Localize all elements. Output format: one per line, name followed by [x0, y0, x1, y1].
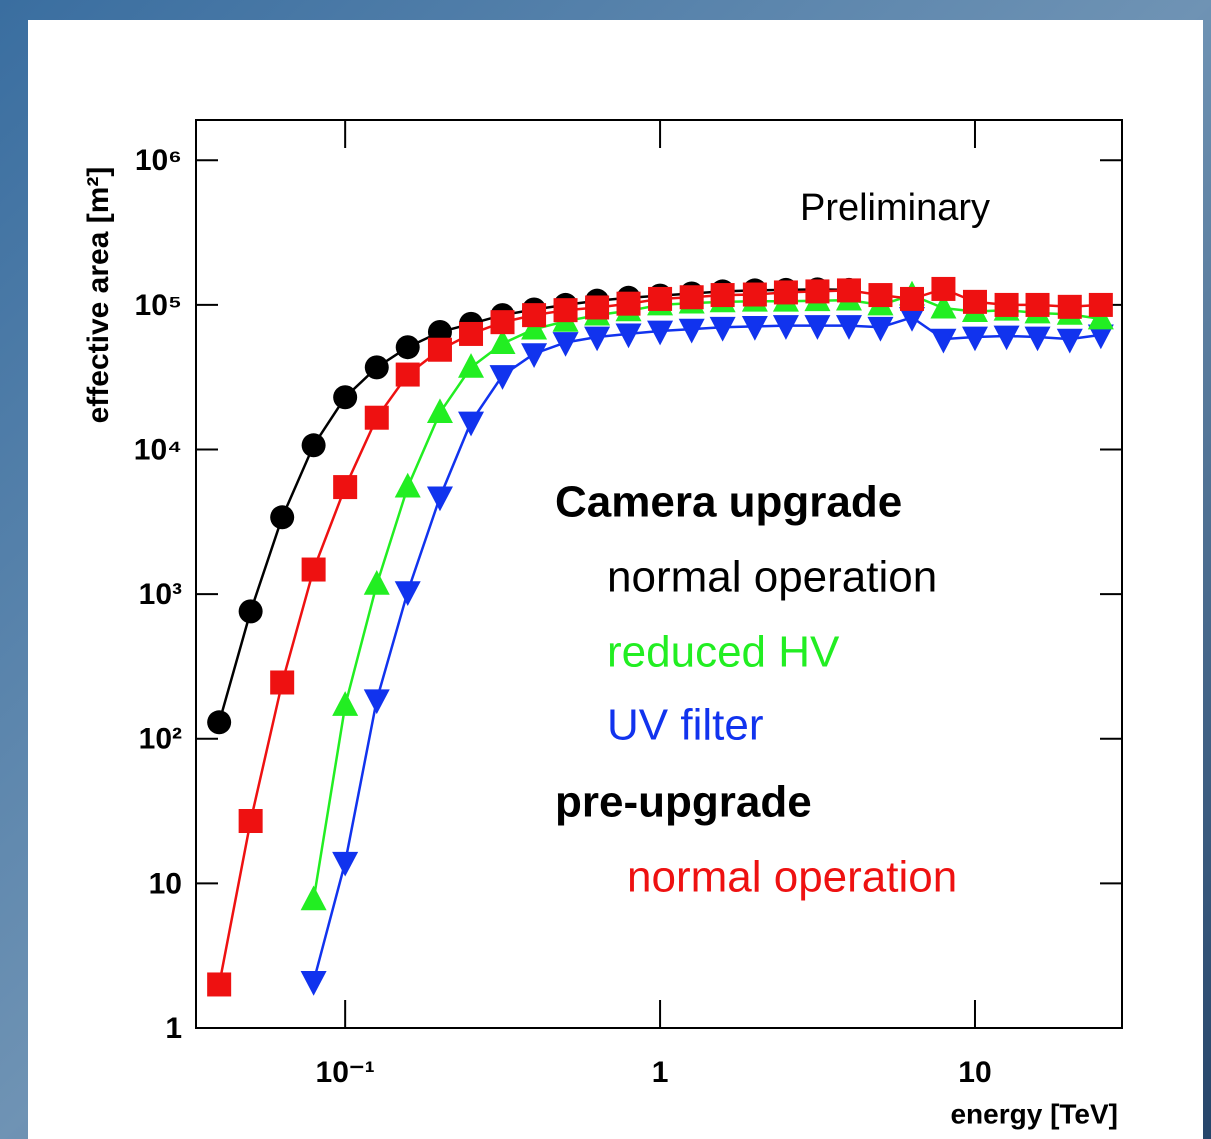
- marker: [647, 320, 674, 346]
- marker: [333, 385, 358, 410]
- x-axis-title: energy [TeV]: [950, 1098, 1118, 1129]
- marker: [772, 315, 799, 340]
- panel: [28, 20, 1203, 1139]
- marker: [836, 278, 861, 303]
- marker: [300, 971, 327, 996]
- marker: [709, 316, 736, 342]
- marker: [679, 285, 704, 310]
- marker: [553, 298, 578, 323]
- marker: [961, 326, 988, 352]
- y-tick-label: 10³: [139, 578, 182, 611]
- marker: [835, 315, 862, 340]
- marker: [867, 316, 894, 342]
- marker: [332, 851, 359, 877]
- marker: [1025, 292, 1050, 317]
- x-tick-label: 10⁻¹: [316, 1056, 375, 1089]
- y-tick-label: 10⁵: [135, 289, 182, 322]
- marker: [710, 283, 735, 308]
- marker: [394, 581, 421, 606]
- marker: [1024, 326, 1051, 352]
- marker: [900, 286, 925, 311]
- marker: [584, 326, 611, 352]
- marker: [207, 972, 232, 997]
- marker: [993, 325, 1020, 351]
- plot-frame: [195, 119, 1123, 1029]
- legend-entry: normal operation: [607, 553, 937, 602]
- legend-group-title: pre-upgrade: [555, 778, 812, 827]
- legend-group-title: Camera upgrade: [555, 478, 902, 527]
- marker: [489, 329, 516, 355]
- marker: [238, 809, 263, 834]
- marker: [1056, 328, 1083, 354]
- marker: [585, 295, 610, 320]
- marker: [742, 282, 767, 307]
- marker: [426, 486, 453, 512]
- marker: [458, 353, 485, 378]
- marker: [427, 337, 452, 362]
- marker: [426, 398, 453, 424]
- marker: [270, 670, 295, 695]
- legend-entry: UV filter: [607, 701, 763, 750]
- marker: [363, 689, 390, 715]
- marker: [459, 321, 484, 346]
- annotation: Preliminary: [800, 187, 990, 229]
- marker: [363, 569, 390, 595]
- legend-entry: normal operation: [627, 853, 957, 902]
- marker: [868, 283, 893, 308]
- marker: [1088, 292, 1113, 317]
- marker: [238, 599, 263, 624]
- y-tick-label: 1: [165, 1012, 182, 1045]
- marker: [648, 286, 673, 311]
- marker: [395, 362, 420, 387]
- marker: [394, 472, 421, 498]
- marker: [458, 411, 485, 437]
- marker: [301, 433, 326, 458]
- marker: [930, 328, 957, 354]
- marker: [899, 306, 926, 332]
- marker: [522, 303, 547, 328]
- marker: [615, 323, 642, 349]
- marker: [930, 293, 957, 319]
- marker: [521, 314, 548, 340]
- y-tick-label: 10⁴: [134, 433, 182, 466]
- y-tick-label: 10: [149, 867, 182, 900]
- marker: [489, 365, 516, 390]
- marker: [364, 405, 389, 430]
- marker: [962, 289, 987, 314]
- marker: [207, 710, 232, 735]
- marker: [1087, 304, 1114, 330]
- marker: [333, 475, 358, 500]
- y-tick-label: 10⁶: [135, 144, 182, 177]
- legend-entry: reduced HV: [607, 628, 840, 677]
- marker: [805, 279, 830, 304]
- marker: [364, 355, 389, 380]
- marker: [332, 691, 359, 716]
- y-tick-label: 10²: [139, 723, 182, 756]
- marker: [552, 332, 579, 357]
- marker: [678, 318, 705, 344]
- marker: [804, 315, 831, 340]
- marker: [395, 335, 420, 360]
- y-axis-title: effective area [m²]: [82, 167, 115, 424]
- marker: [301, 557, 326, 582]
- x-tick-label: 1: [652, 1056, 669, 1089]
- marker: [300, 885, 327, 911]
- x-tick-label: 10: [958, 1056, 991, 1089]
- marker: [490, 310, 515, 335]
- marker: [741, 316, 768, 341]
- marker: [994, 292, 1019, 317]
- marker: [1087, 324, 1114, 350]
- marker: [1057, 294, 1082, 319]
- marker: [270, 505, 295, 530]
- marker: [616, 291, 641, 316]
- marker: [931, 276, 956, 301]
- marker: [521, 343, 548, 368]
- marker: [773, 280, 798, 305]
